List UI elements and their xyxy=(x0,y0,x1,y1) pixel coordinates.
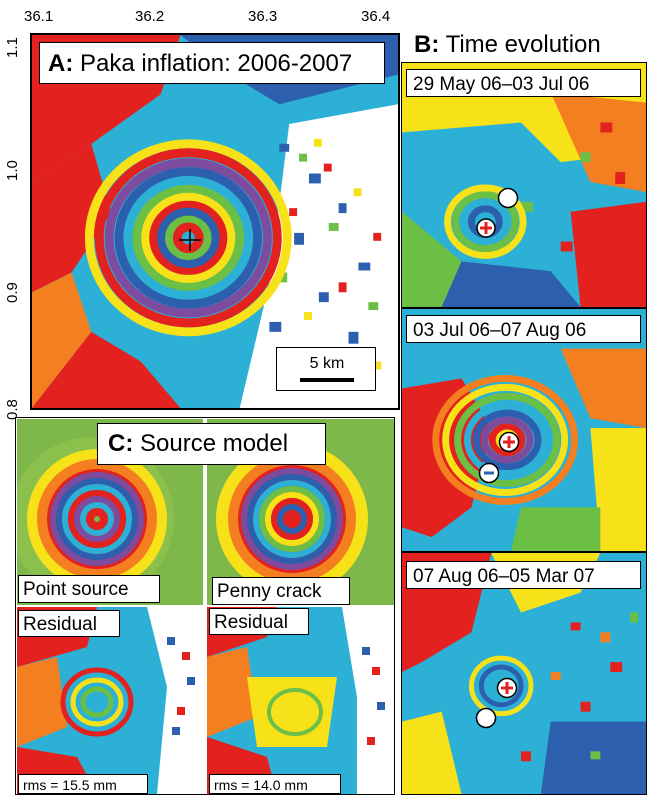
crosshair-icon xyxy=(179,229,201,251)
residual-label: Residual xyxy=(209,608,309,635)
penny-crack-model xyxy=(207,419,394,605)
frame-3-map xyxy=(402,553,646,794)
panel-b-title: B: Time evolution xyxy=(414,31,601,59)
frame-1-map xyxy=(402,63,646,307)
y-tick-label: 1.0 xyxy=(4,160,21,181)
penny-crack-label: Penny crack xyxy=(212,577,350,605)
panel-b-frame-3: 07 Aug 06–05 Mar 07 xyxy=(401,552,647,795)
rms-penny-crack: rms = 14.0 mm xyxy=(209,774,341,794)
penny-crack-residual-map xyxy=(207,607,394,794)
frame-1-label: 29 May 06–03 Jul 06 xyxy=(406,69,641,97)
panel-b-frame-2: 03 Jul 06–07 Aug 06 xyxy=(401,308,647,552)
panel-c-title: C: Source model xyxy=(97,423,326,465)
residual-label: Residual xyxy=(18,610,120,637)
frame-3-label: 07 Aug 06–05 Mar 07 xyxy=(406,561,641,589)
panel-a-letter: A: xyxy=(48,50,74,77)
plus-marker-icon xyxy=(496,677,518,699)
panel-b-letter: B: xyxy=(414,31,440,58)
y-tick-label: 0.9 xyxy=(4,282,21,303)
white-circle-marker-icon xyxy=(475,707,497,729)
x-tick-label: 36.4 xyxy=(361,8,391,25)
plus-marker-icon xyxy=(498,431,520,453)
scale-bar: 5 km xyxy=(276,347,376,391)
penny-crack-residual xyxy=(207,607,394,794)
panel-a-title: A: Paka inflation: 2006-2007 xyxy=(39,42,385,84)
panel-c-source-model: C: Source model Point source Penny crack… xyxy=(15,417,395,795)
x-tick-label: 36.2 xyxy=(135,8,165,25)
point-source-residual-map xyxy=(17,607,203,794)
point-source-label: Point source xyxy=(18,575,160,603)
plus-marker-icon xyxy=(476,218,496,238)
frame-2-label: 03 Jul 06–07 Aug 06 xyxy=(406,315,641,343)
frame-2-map xyxy=(402,309,646,551)
panel-c-letter: C: xyxy=(108,430,134,457)
penny-crack-map xyxy=(207,419,394,605)
panel-c-title-text: Source model xyxy=(140,430,289,457)
x-tick-label: 36.3 xyxy=(248,8,278,25)
y-tick-label: 1.1 xyxy=(4,37,21,58)
panel-a-interferogram: A: Paka inflation: 2006-2007 5 km xyxy=(30,33,400,410)
white-circle-marker-icon xyxy=(497,187,519,209)
minus-marker-icon xyxy=(478,462,500,484)
panel-a-title-text: Paka inflation: 2006-2007 xyxy=(80,50,353,77)
rms-point-source: rms = 15.5 mm xyxy=(18,774,148,794)
panel-b-title-text: Time evolution xyxy=(445,31,601,58)
scale-bar-label: 5 km xyxy=(309,355,345,372)
point-source-residual xyxy=(17,607,203,794)
panel-b-frame-1: 29 May 06–03 Jul 06 xyxy=(401,62,647,308)
panel-a-map xyxy=(32,35,398,408)
scale-bar-line xyxy=(300,378,354,382)
x-tick-label: 36.1 xyxy=(24,8,54,25)
